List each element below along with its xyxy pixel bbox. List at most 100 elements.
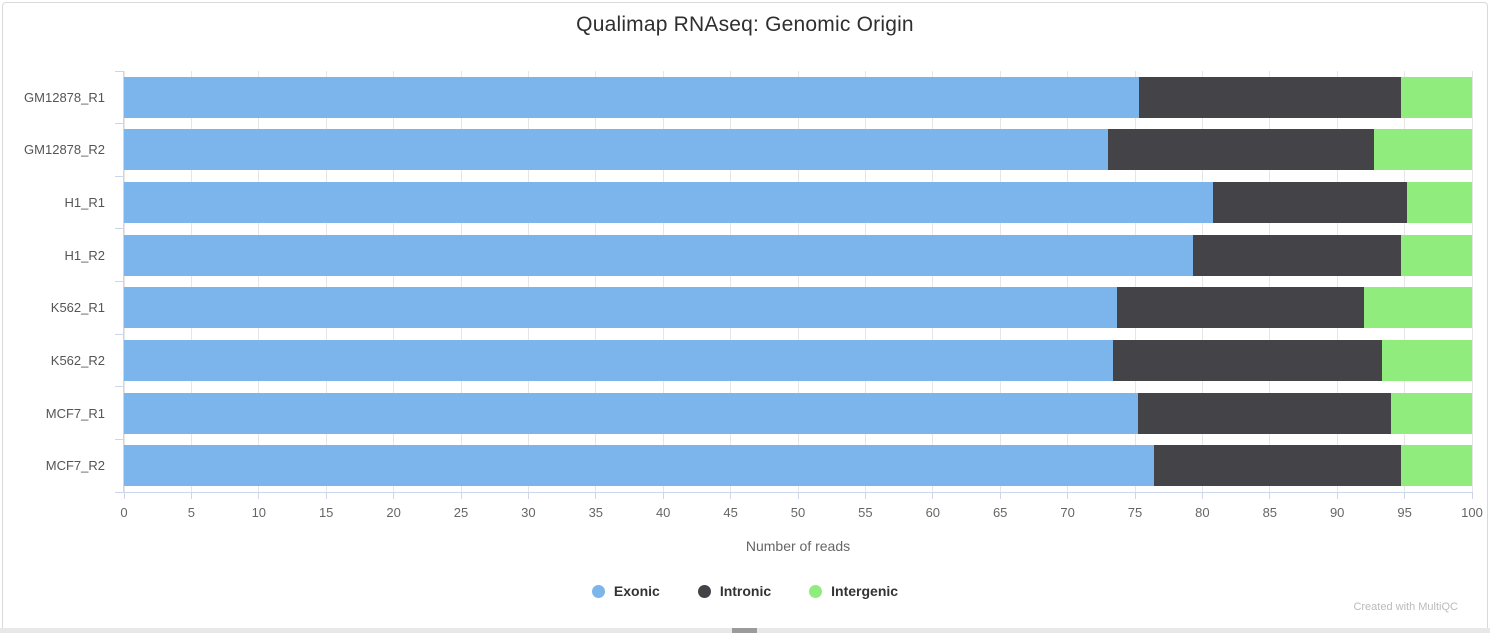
bar-segment-exonic[interactable] [124, 234, 1193, 276]
x-tick-label: 65 [992, 505, 1008, 520]
bar-row-gm12878_r2 [124, 129, 1472, 171]
bar-segment-intronic[interactable] [1153, 445, 1401, 487]
grid-line [797, 71, 799, 492]
legend-item-intronic[interactable]: Intronic [697, 583, 772, 599]
x-tick-label: 30 [521, 505, 536, 520]
bar-segment-intergenic[interactable] [1381, 339, 1472, 381]
grid-line [258, 71, 260, 492]
grid-line [325, 71, 327, 492]
grid-layer [123, 71, 1473, 492]
x-axis-tick [1471, 493, 1473, 499]
scrollbar-thumb[interactable] [732, 628, 757, 633]
x-axis-line [124, 492, 1473, 493]
y-axis-tick [115, 386, 124, 388]
x-axis-tick [393, 493, 395, 499]
grid-line [1201, 71, 1203, 492]
bar-segment-exonic[interactable] [124, 392, 1138, 434]
grid-line [1404, 71, 1406, 492]
legend-item-label: Intergenic [831, 583, 899, 599]
y-axis-label: GM12878_R2 [24, 142, 105, 158]
legend-item-exonic[interactable]: Exonic [591, 583, 660, 599]
bar-segment-intronic[interactable] [1113, 339, 1382, 381]
x-tick-label: 40 [655, 505, 671, 520]
x-axis-tick [123, 493, 125, 499]
y-axis-tick [115, 438, 124, 440]
legend-item-label: Exonic [613, 583, 660, 599]
x-axis-tick [527, 493, 529, 499]
bar-segment-intronic[interactable] [1117, 287, 1365, 329]
bars-layer [124, 71, 1472, 492]
bar-segment-intergenic[interactable] [1400, 234, 1472, 276]
bar-segment-intergenic[interactable] [1400, 445, 1472, 487]
bar-segment-intronic[interactable] [1137, 392, 1392, 434]
bar-segment-intronic[interactable] [1192, 234, 1401, 276]
x-axis-tick [797, 493, 799, 499]
x-axis-tick [258, 493, 260, 499]
x-axis-tick [1134, 493, 1136, 499]
bar-segment-intergenic[interactable] [1364, 287, 1472, 329]
x-tick-label: 80 [1195, 505, 1210, 520]
grid-line [190, 71, 192, 492]
y-axis-tick [115, 228, 124, 230]
x-axis-tick [460, 493, 462, 499]
x-tick-label: 10 [251, 505, 267, 520]
bar-segment-intergenic[interactable] [1400, 76, 1472, 118]
x-axis-tick [662, 493, 664, 499]
bar-segment-exonic[interactable] [124, 445, 1154, 487]
bar-segment-exonic[interactable] [124, 339, 1114, 381]
grid-line [1134, 71, 1136, 492]
y-axis-label: K562_R1 [50, 300, 105, 316]
y-axis-label: MCF7_R2 [45, 458, 105, 474]
x-tick-label: 0 [120, 505, 128, 520]
bar-row-h1_r2 [124, 234, 1472, 276]
x-axis-tick [190, 493, 192, 499]
x-axis-tick [864, 493, 866, 499]
grid-line [1269, 71, 1271, 492]
y-axis-label: GM12878_R1 [24, 89, 105, 105]
legend-marker-icon [809, 584, 823, 598]
x-tick-label: 20 [386, 505, 401, 520]
x-tick-label: 5 [187, 505, 195, 520]
legend-item-label: Intronic [719, 583, 772, 599]
y-axis-tick [115, 333, 124, 335]
x-axis-tick [1404, 493, 1406, 499]
bar-segment-intronic[interactable] [1213, 182, 1408, 224]
multiqc-credit: Created with MultiQC [1353, 601, 1458, 613]
x-axis-title: Number of reads [745, 538, 851, 554]
grid-line [595, 71, 597, 492]
y-axis-tick [115, 175, 124, 177]
bar-segment-intergenic[interactable] [1391, 392, 1472, 434]
legend-item-intergenic[interactable]: Intergenic [809, 583, 898, 599]
y-axis-label: H1_R2 [64, 247, 105, 263]
grid-line [1471, 71, 1473, 492]
bar-segment-exonic[interactable] [124, 182, 1214, 224]
bar-segment-exonic[interactable] [124, 129, 1109, 171]
bar-row-gm12878_r1 [124, 76, 1472, 118]
bar-segment-intergenic[interactable] [1373, 129, 1472, 171]
grid-line [460, 71, 462, 492]
legend: Exonic Intronic Intergenic [0, 579, 1490, 603]
bar-segment-intronic[interactable] [1139, 76, 1401, 118]
grid-line [999, 71, 1001, 492]
horizontal-scrollbar[interactable] [0, 628, 1490, 633]
x-axis-tick [1201, 493, 1203, 499]
x-axis-tick [1067, 493, 1069, 499]
x-axis-tick [932, 493, 934, 499]
bar-segment-exonic[interactable] [124, 76, 1140, 118]
bar-segment-exonic[interactable] [124, 287, 1118, 329]
y-axis-label: K562_R2 [50, 352, 105, 368]
bar-segment-intergenic[interactable] [1407, 182, 1472, 224]
x-axis-tick [730, 493, 732, 499]
chart-title: Qualimap RNAseq: Genomic Origin [576, 13, 914, 36]
grid-line [730, 71, 732, 492]
y-axis-tick [115, 281, 124, 282]
grid-line [662, 71, 664, 492]
x-tick-label: 60 [925, 505, 941, 520]
x-axis-tick [999, 493, 1001, 499]
y-axis-tick [115, 123, 124, 125]
legend-marker-icon [697, 584, 711, 598]
x-tick-label: 90 [1329, 505, 1345, 520]
grid-line [864, 71, 866, 492]
x-tick-label: 70 [1060, 505, 1075, 520]
bar-segment-intronic[interactable] [1108, 129, 1374, 171]
